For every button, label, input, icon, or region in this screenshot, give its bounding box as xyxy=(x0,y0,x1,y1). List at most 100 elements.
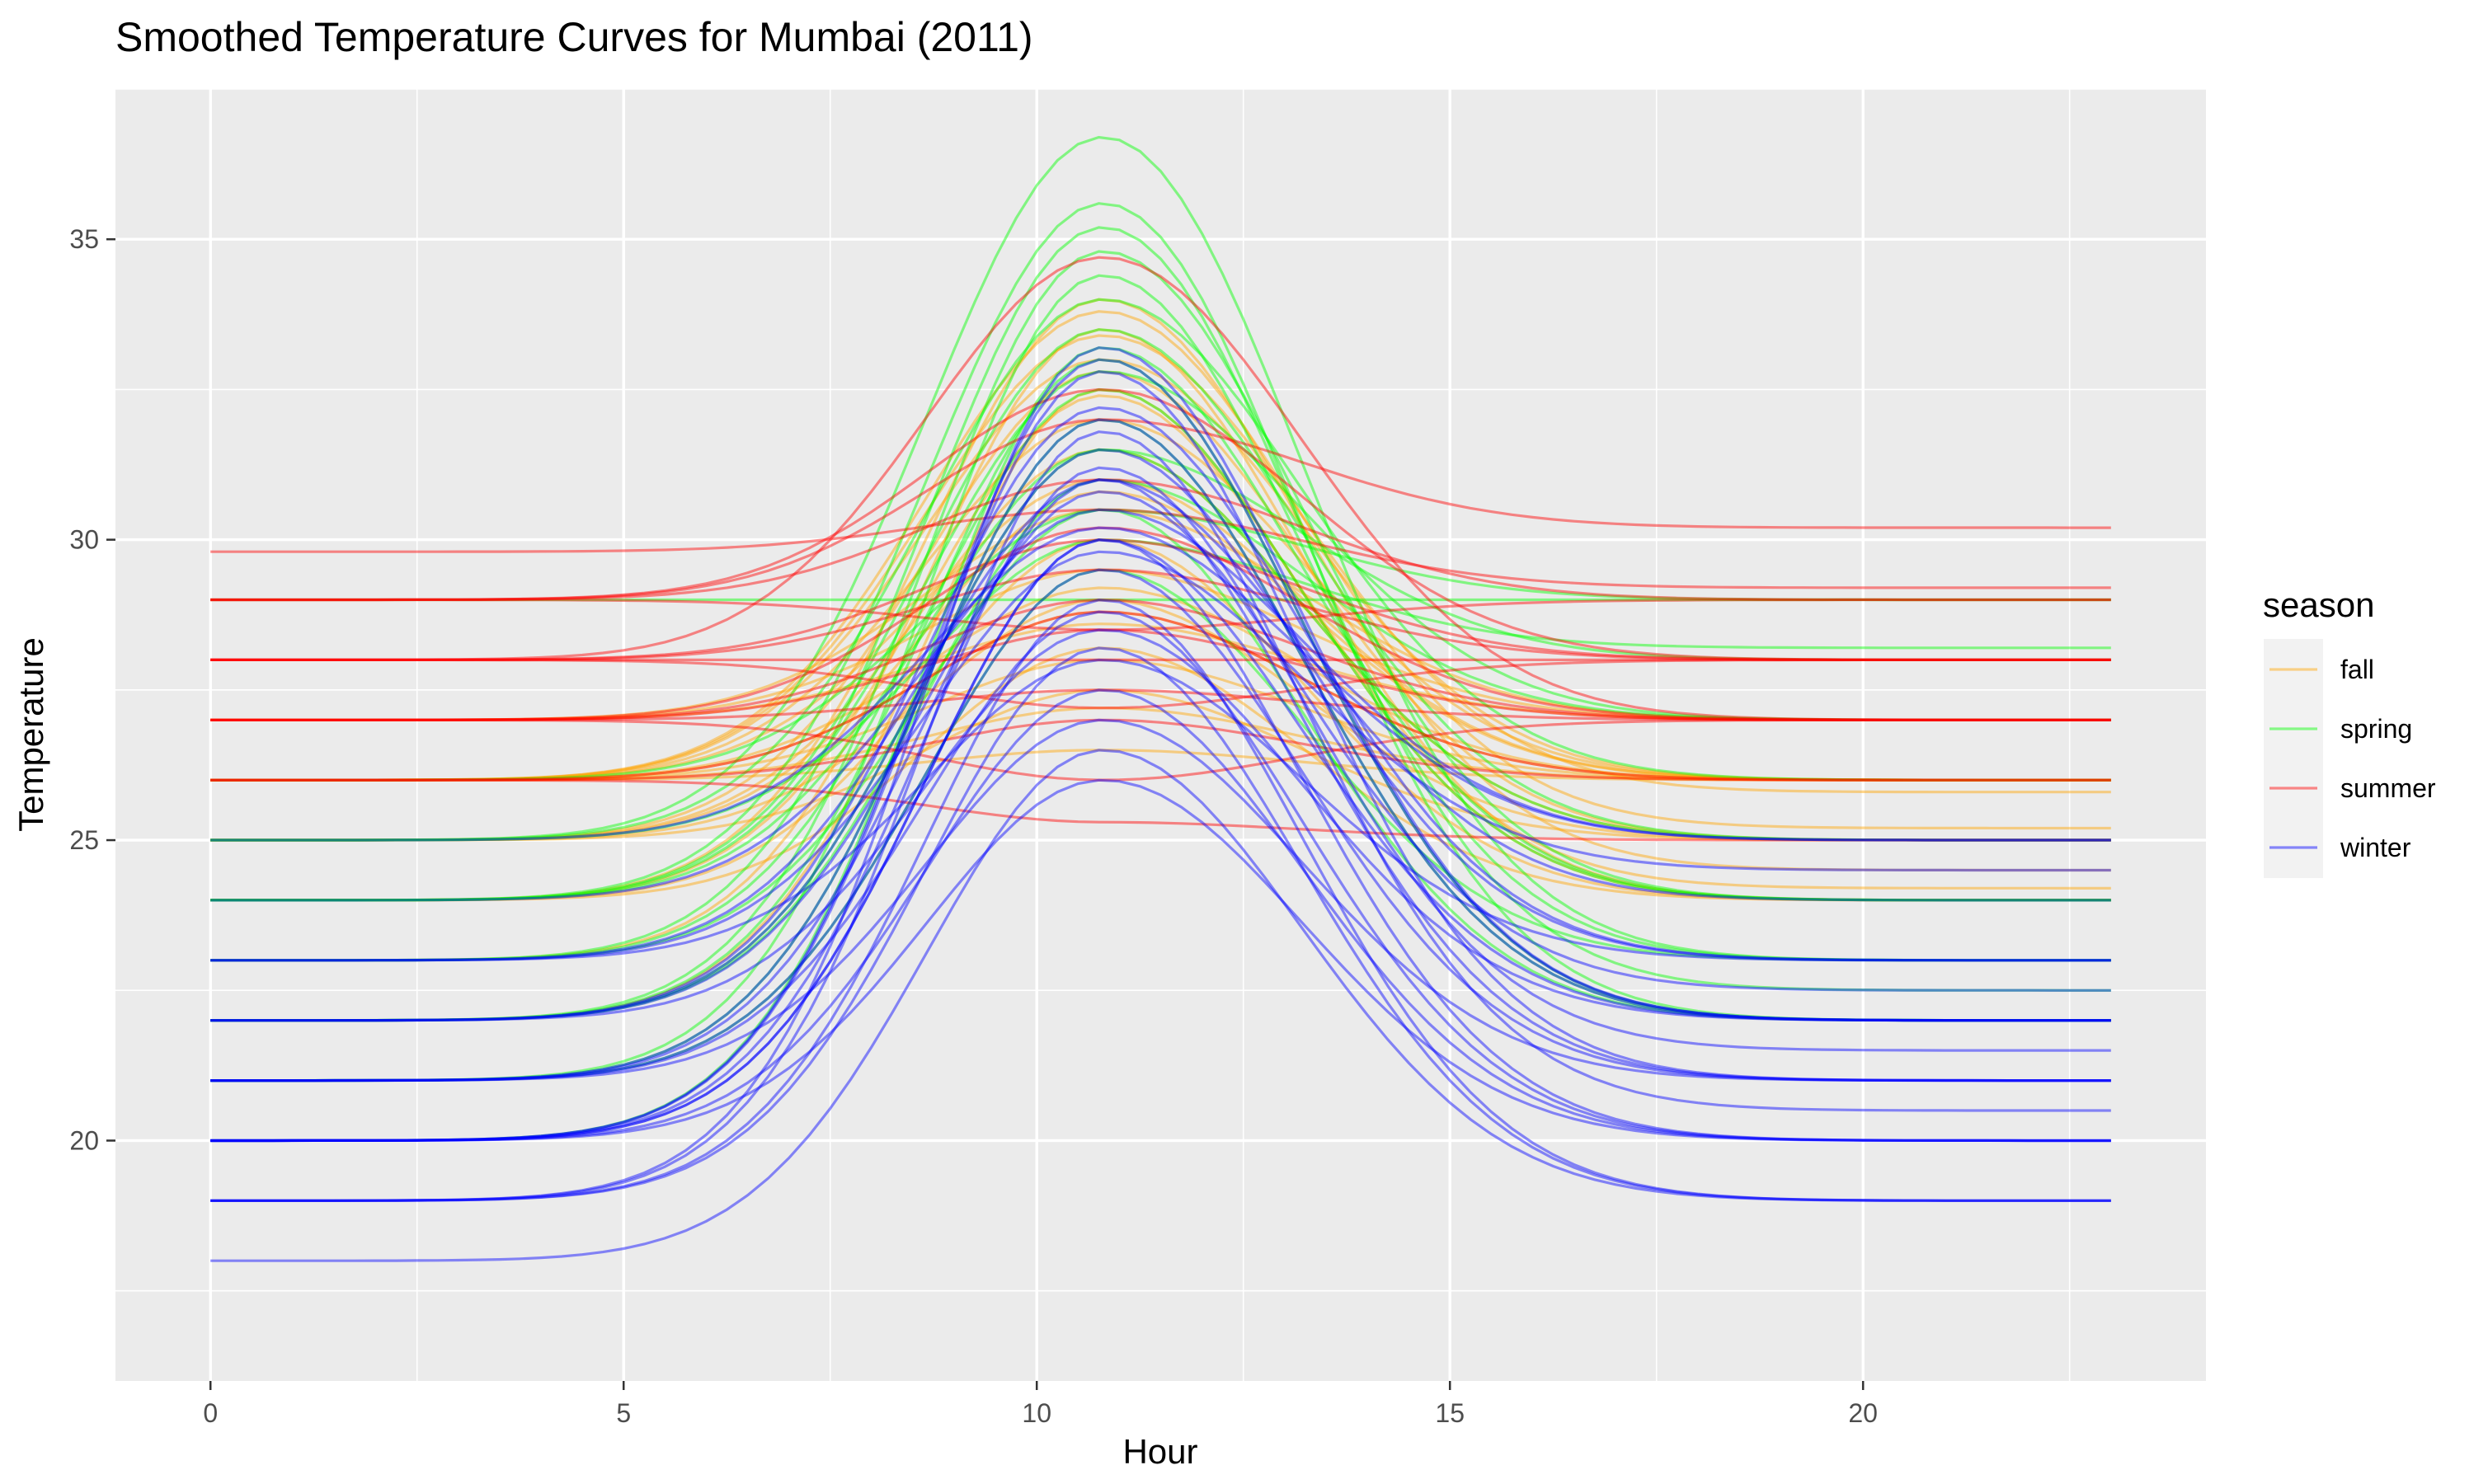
curve-winter xyxy=(210,490,2111,1022)
legend-title: season xyxy=(2263,585,2374,624)
curve-summer xyxy=(210,598,2111,721)
curve-winter xyxy=(210,418,2111,1082)
curve-winter xyxy=(210,508,2111,902)
y-axis: 20 25 30 35 xyxy=(69,224,115,1155)
curve-summer xyxy=(210,538,2111,661)
curve-winter xyxy=(210,406,2111,1022)
curve-fall xyxy=(210,370,2111,842)
curve-fall xyxy=(210,448,2111,842)
legend-label-winter: winter xyxy=(2340,833,2411,862)
curve-summer xyxy=(210,508,2111,589)
curve-summer xyxy=(210,418,2111,602)
curve-winter xyxy=(210,370,2111,1143)
legend-key-background xyxy=(2264,639,2323,878)
y-tick-label: 30 xyxy=(69,525,99,555)
curve-spring xyxy=(210,226,2111,992)
curve-winter xyxy=(210,430,2111,1202)
curve-summer xyxy=(210,718,2111,782)
curve-winter xyxy=(210,568,2111,1082)
legend-label-spring: spring xyxy=(2340,714,2412,744)
curve-spring xyxy=(210,387,2111,962)
curve-summer xyxy=(210,568,2111,661)
curve-winter xyxy=(210,718,2111,1082)
y-tick-label: 25 xyxy=(69,825,99,855)
curve-winter xyxy=(210,599,2111,1202)
curve-winter xyxy=(210,478,2111,1082)
x-tick-label: 15 xyxy=(1435,1398,1465,1428)
series-winter xyxy=(210,346,2111,1262)
curve-spring xyxy=(210,478,2111,1022)
curve-spring xyxy=(210,250,2111,1022)
y-tick-label: 35 xyxy=(69,224,99,254)
x-tick-label: 20 xyxy=(1848,1398,1878,1428)
curve-spring xyxy=(210,508,2111,1022)
curve-winter xyxy=(210,478,2111,962)
curve-summer xyxy=(210,478,2111,602)
curve-fall xyxy=(210,490,2111,842)
curve-spring xyxy=(210,298,2111,842)
curve-summer xyxy=(210,718,2111,782)
curve-fall xyxy=(210,568,2111,721)
curve-fall xyxy=(210,598,2111,842)
curve-fall xyxy=(210,658,2111,782)
y-tick-label: 20 xyxy=(69,1125,99,1155)
curve-winter xyxy=(210,466,2111,1143)
curve-spring xyxy=(210,418,2111,1082)
curve-summer xyxy=(210,688,2111,721)
curve-summer xyxy=(210,526,2111,721)
curve-fall xyxy=(210,688,2111,842)
chart-title: Smoothed Temperature Curves for Mumbai (… xyxy=(115,14,1033,60)
curve-summer xyxy=(210,610,2111,782)
x-tick-label: 10 xyxy=(1022,1398,1051,1428)
curve-fall xyxy=(210,334,2111,794)
curve-fall xyxy=(210,387,2111,1022)
curve-fall xyxy=(210,394,2111,902)
curve-fall xyxy=(210,749,2111,782)
curve-winter xyxy=(210,550,2111,962)
curve-summer xyxy=(210,778,2111,842)
curve-winter xyxy=(210,646,2111,1202)
temperature-curves xyxy=(210,135,2111,1262)
curve-winter xyxy=(210,658,2111,962)
curve-summer xyxy=(210,598,2111,632)
curve-winter xyxy=(210,346,2111,1202)
curve-fall xyxy=(210,622,2111,721)
curve-fall xyxy=(210,646,2111,902)
curve-fall xyxy=(210,310,2111,830)
curve-fall xyxy=(210,508,2111,721)
curve-fall xyxy=(210,298,2111,902)
curve-spring xyxy=(210,448,2111,1022)
curve-spring xyxy=(210,538,2111,842)
curve-spring xyxy=(210,135,2111,962)
curve-spring xyxy=(210,358,2111,1022)
curve-summer xyxy=(210,628,2111,721)
series-fall xyxy=(210,298,2111,1022)
plot-panel xyxy=(115,89,2206,1381)
curve-spring xyxy=(210,568,2111,1082)
curve-winter xyxy=(210,526,2111,842)
curve-fall xyxy=(210,538,2111,902)
curve-spring xyxy=(210,346,2111,1143)
curve-winter xyxy=(210,448,2111,1022)
legend-label-summer: summer xyxy=(2340,773,2436,803)
curve-spring xyxy=(210,508,2111,782)
curve-winter xyxy=(210,538,2111,1143)
series-spring xyxy=(210,135,2111,1143)
x-tick-label: 0 xyxy=(203,1398,218,1428)
curve-winter xyxy=(210,749,2111,1262)
curve-winter xyxy=(210,610,2111,1143)
grid-minor xyxy=(115,88,2206,1381)
curve-winter xyxy=(210,358,2111,1143)
x-tick-label: 5 xyxy=(616,1398,631,1428)
curve-summer xyxy=(210,658,2111,710)
curve-spring xyxy=(210,448,2111,902)
curve-fall xyxy=(210,610,2111,782)
curve-fall xyxy=(210,418,2111,782)
curve-winter xyxy=(210,628,2111,1022)
curve-winter xyxy=(210,778,2111,1143)
x-axis: 0 5 10 15 20 xyxy=(203,1381,1878,1428)
series-summer xyxy=(210,256,2111,842)
legend-label-fall: fall xyxy=(2340,655,2374,684)
curve-fall xyxy=(210,707,2111,782)
